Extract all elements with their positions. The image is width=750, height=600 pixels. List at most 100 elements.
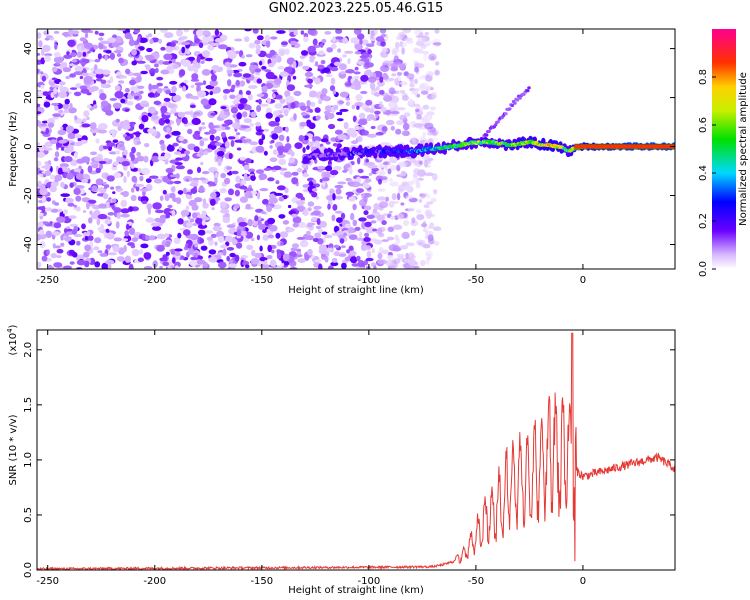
noise-blob bbox=[98, 37, 104, 41]
noise-blob bbox=[87, 165, 93, 173]
noise-blob bbox=[226, 69, 234, 74]
noise-blob bbox=[51, 77, 58, 81]
noise-blob bbox=[410, 230, 415, 236]
noise-blob bbox=[46, 197, 51, 202]
noise-blob bbox=[336, 143, 342, 149]
noise-blob bbox=[422, 50, 429, 55]
noise-blob bbox=[405, 242, 415, 247]
noise-blob bbox=[430, 56, 435, 60]
noise-blob bbox=[77, 45, 82, 52]
colorbar-ticks: 0.0 0.2 0.4 0.6 0.8 bbox=[698, 69, 716, 277]
spectrogram-xlabel: Height of straight line (km) bbox=[288, 285, 424, 296]
noise-blob bbox=[105, 109, 114, 116]
noise-blob bbox=[98, 32, 105, 37]
harmonic-point bbox=[504, 112, 508, 116]
noise-blob bbox=[93, 104, 98, 109]
noise-blob bbox=[318, 263, 323, 269]
noise-blob bbox=[136, 151, 142, 157]
noise-blob bbox=[129, 79, 136, 86]
noise-blob bbox=[247, 218, 253, 227]
noise-blob bbox=[223, 94, 228, 101]
noise-blob bbox=[329, 85, 336, 92]
noise-blob bbox=[432, 173, 438, 181]
noise-blob bbox=[165, 89, 171, 95]
noise-blob bbox=[37, 120, 42, 127]
noise-blob bbox=[211, 65, 220, 72]
noise-blob bbox=[350, 256, 358, 264]
noise-blob bbox=[373, 265, 377, 269]
noise-blob bbox=[233, 122, 241, 130]
noise-blob bbox=[315, 61, 319, 67]
noise-blob bbox=[112, 139, 119, 143]
noise-blob bbox=[380, 176, 388, 181]
noise-blob bbox=[357, 33, 365, 40]
noise-blob bbox=[58, 139, 67, 144]
noise-blob bbox=[354, 66, 359, 71]
colorbar-label: Normalized spectral amplitude bbox=[738, 72, 749, 226]
noise-blob bbox=[228, 153, 233, 160]
noise-blob bbox=[73, 91, 82, 97]
noise-blob bbox=[131, 146, 136, 154]
noise-blob bbox=[380, 142, 390, 146]
noise-blob bbox=[320, 42, 324, 48]
noise-blob bbox=[276, 185, 286, 191]
noise-blob bbox=[414, 66, 419, 73]
noise-blob bbox=[72, 58, 78, 63]
noise-blob bbox=[38, 180, 42, 187]
noise-blob bbox=[351, 263, 360, 267]
noise-blob bbox=[100, 79, 107, 84]
spectrogram-ylabel: Frequency (Hz) bbox=[8, 111, 19, 187]
noise-blob bbox=[267, 234, 275, 239]
noise-blob bbox=[70, 52, 77, 58]
noise-blob bbox=[399, 161, 405, 168]
noise-blob bbox=[210, 112, 217, 116]
noise-blob bbox=[90, 151, 98, 156]
noise-blob bbox=[209, 91, 213, 96]
noise-blob bbox=[360, 90, 368, 95]
noise-blob bbox=[94, 261, 101, 268]
noise-blob bbox=[288, 157, 295, 164]
noise-blob bbox=[391, 258, 401, 265]
noise-blob bbox=[386, 119, 395, 126]
x-tick-label: -100 bbox=[357, 275, 380, 286]
noise-blob bbox=[345, 177, 352, 182]
noise-blob bbox=[68, 29, 74, 35]
noise-blob bbox=[39, 229, 45, 235]
noise-blob bbox=[197, 229, 206, 236]
noise-blob bbox=[416, 214, 425, 221]
noise-blob bbox=[141, 103, 150, 108]
noise-blob bbox=[315, 115, 321, 120]
noise-blob bbox=[234, 38, 243, 42]
noise-blob bbox=[160, 69, 170, 75]
track-glow bbox=[382, 152, 388, 159]
noise-blob bbox=[262, 198, 269, 205]
noise-blob bbox=[244, 158, 252, 164]
noise-blob bbox=[265, 112, 273, 119]
noise-blob bbox=[391, 73, 397, 77]
noise-blob bbox=[244, 29, 252, 32]
noise-blob bbox=[73, 168, 81, 173]
noise-blob bbox=[73, 152, 78, 159]
noise-blob bbox=[300, 112, 308, 116]
noise-blob bbox=[138, 234, 143, 240]
noise-blob bbox=[57, 167, 63, 175]
noise-blob bbox=[160, 46, 166, 51]
noise-blob bbox=[338, 253, 347, 257]
noise-blob bbox=[197, 224, 208, 229]
noise-blob bbox=[172, 94, 182, 102]
noise-blob bbox=[116, 212, 121, 219]
noise-blob bbox=[331, 214, 336, 222]
noise-blob bbox=[396, 107, 406, 111]
noise-blob bbox=[181, 46, 186, 54]
noise-blob bbox=[394, 104, 398, 111]
noise-blob bbox=[148, 235, 156, 241]
noise-blob bbox=[113, 237, 123, 242]
noise-blob bbox=[292, 216, 302, 224]
noise-blob bbox=[163, 97, 171, 102]
noise-blob bbox=[426, 193, 431, 200]
noise-blob bbox=[420, 259, 426, 267]
noise-blob bbox=[261, 134, 266, 141]
noise-blob bbox=[231, 170, 239, 175]
noise-blob bbox=[79, 76, 84, 79]
